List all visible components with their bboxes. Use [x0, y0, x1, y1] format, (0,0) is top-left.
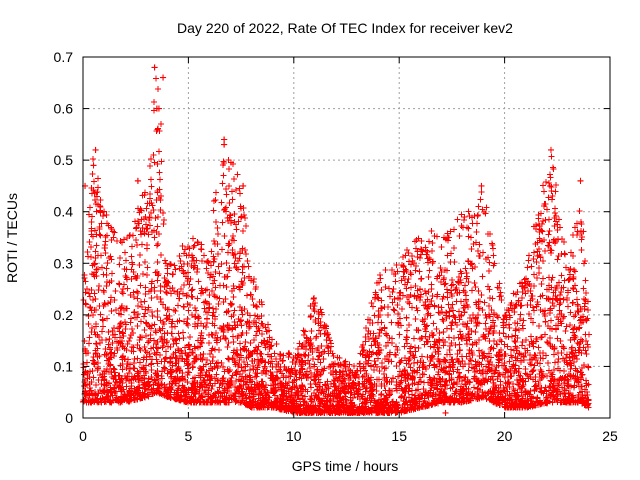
roti-outlier-point — [101, 208, 108, 215]
roti-outlier-point — [547, 146, 554, 153]
x-tick-label: 25 — [602, 428, 618, 444]
x-tick-label: 15 — [391, 428, 407, 444]
roti-data-markers — [80, 64, 592, 416]
data-points — [80, 64, 592, 416]
roti-outlier-point — [157, 121, 164, 128]
y-axis-label: ROTI / TECUs — [4, 193, 20, 283]
y-tick-label: 0.7 — [54, 49, 74, 65]
roti-outlier-point — [240, 182, 247, 189]
y-tick-label: 0.1 — [54, 358, 74, 374]
roti-outlier-point — [155, 105, 162, 112]
x-tick-label: 20 — [497, 428, 513, 444]
roti-outlier-point — [577, 177, 584, 184]
x-tick-label: 0 — [79, 428, 87, 444]
x-tick-label: 10 — [286, 428, 302, 444]
roti-outlier-point — [478, 182, 485, 189]
chart-title: Day 220 of 2022, Rate Of TEC Index for r… — [177, 20, 513, 36]
roti-outlier-point — [151, 64, 158, 71]
y-tick-label: 0.4 — [54, 204, 74, 220]
y-tick-label: 0.2 — [54, 307, 74, 323]
roti-outlier-point — [92, 146, 99, 153]
roti-outlier-point — [221, 136, 228, 143]
y-tick-label: 0 — [65, 410, 73, 426]
roti-outlier-point — [134, 177, 141, 184]
roti-outlier-point — [160, 74, 167, 81]
roti-outlier-point — [90, 162, 97, 169]
roti-outlier-point — [442, 409, 449, 416]
x-tick-label: 5 — [185, 428, 193, 444]
y-tick-label: 0.5 — [54, 152, 74, 168]
y-tick-label: 0.3 — [54, 255, 74, 271]
plot-frame — [82, 56, 611, 419]
roti-outlier-point — [221, 141, 228, 148]
y-tick-label: 0.6 — [54, 101, 74, 117]
axis-ticks: 0 5 10 15 20 25 0 0.1 0.2 0.3 0.4 0.5 0.6 0.7 — [54, 49, 618, 444]
x-axis-label: GPS time / hours — [292, 458, 399, 474]
